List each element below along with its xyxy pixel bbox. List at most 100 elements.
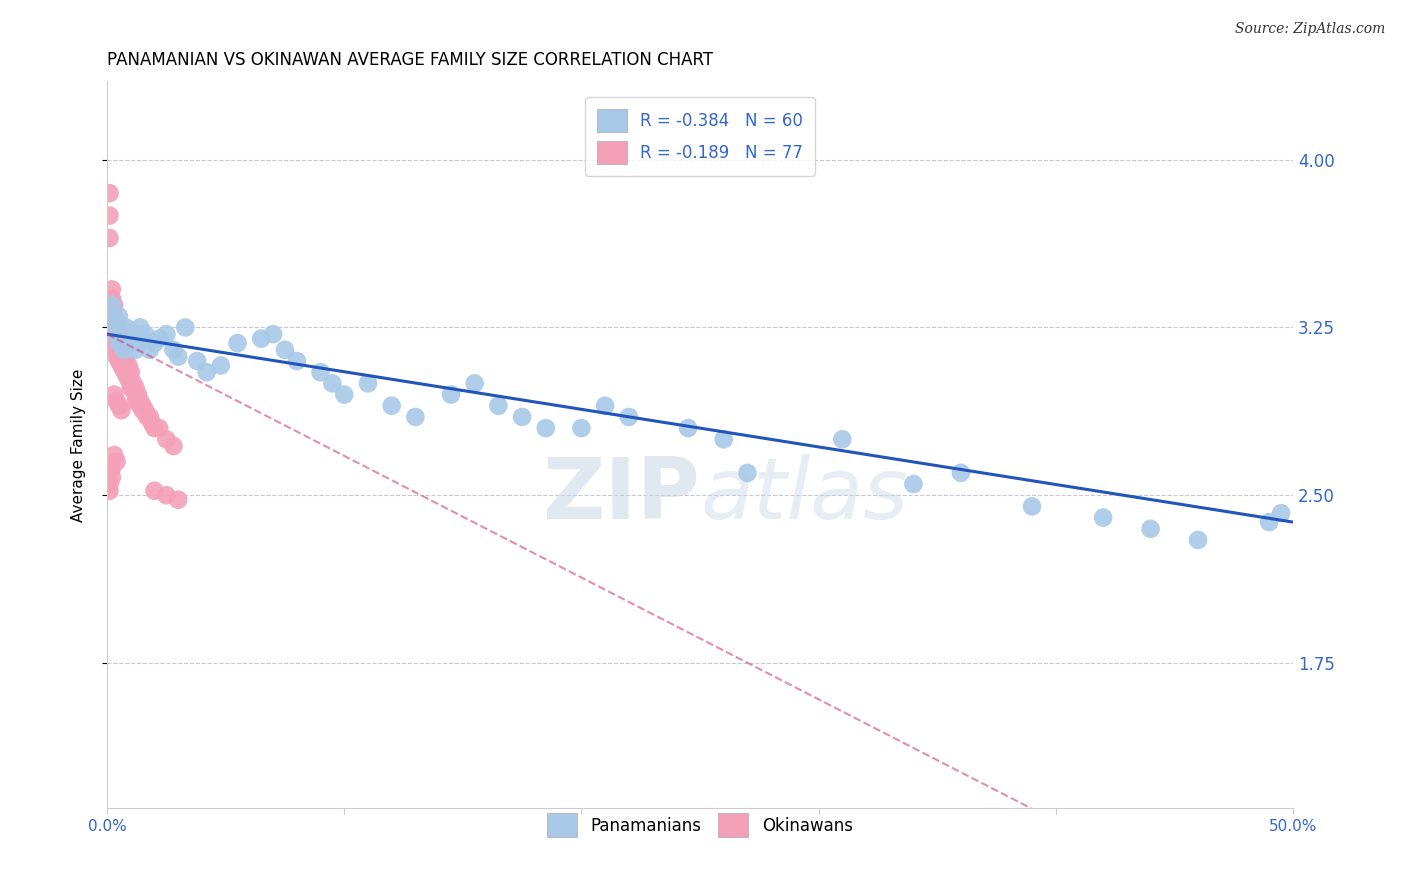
Point xyxy=(404,409,426,424)
Point xyxy=(108,350,131,364)
Point xyxy=(209,359,232,373)
Point xyxy=(110,320,132,334)
Point xyxy=(120,327,142,342)
Point xyxy=(250,332,273,346)
Point xyxy=(103,298,125,312)
Point xyxy=(108,336,131,351)
Point xyxy=(124,381,146,395)
Text: PANAMANIAN VS OKINAWAN AVERAGE FAMILY SIZE CORRELATION CHART: PANAMANIAN VS OKINAWAN AVERAGE FAMILY SI… xyxy=(107,51,713,69)
Point xyxy=(103,314,125,328)
Point xyxy=(108,332,131,346)
Point xyxy=(105,394,128,409)
Point xyxy=(155,488,177,502)
Point xyxy=(1139,522,1161,536)
Point xyxy=(98,209,121,223)
Point xyxy=(174,320,197,334)
Point xyxy=(143,336,166,351)
Point xyxy=(122,332,145,346)
Point xyxy=(167,350,190,364)
Point xyxy=(127,387,149,401)
Point xyxy=(131,403,153,417)
Point xyxy=(134,403,156,417)
Point xyxy=(98,231,121,245)
Point xyxy=(105,455,128,469)
Point xyxy=(115,354,138,368)
Point xyxy=(136,409,159,424)
Point xyxy=(98,483,121,498)
Point xyxy=(155,327,177,342)
Text: ZIP: ZIP xyxy=(543,454,700,537)
Point xyxy=(112,363,135,377)
Point xyxy=(105,327,128,342)
Point xyxy=(122,376,145,391)
Point xyxy=(117,372,139,386)
Point xyxy=(124,343,146,357)
Point xyxy=(195,365,218,379)
Point xyxy=(148,421,170,435)
Point xyxy=(141,417,163,431)
Point xyxy=(98,477,121,491)
Point xyxy=(110,350,132,364)
Point xyxy=(1092,510,1115,524)
Point xyxy=(593,399,616,413)
Point xyxy=(129,320,152,334)
Point xyxy=(333,387,356,401)
Point xyxy=(1021,500,1043,514)
Point xyxy=(112,359,135,373)
Point xyxy=(117,365,139,379)
Point xyxy=(110,403,132,417)
Point xyxy=(124,394,146,409)
Point xyxy=(105,327,128,342)
Point xyxy=(134,327,156,342)
Point xyxy=(105,314,128,328)
Point xyxy=(103,320,125,334)
Point xyxy=(143,483,166,498)
Point xyxy=(103,310,125,324)
Y-axis label: Average Family Size: Average Family Size xyxy=(72,368,86,522)
Point xyxy=(105,350,128,364)
Point xyxy=(112,343,135,357)
Point xyxy=(120,365,142,379)
Point xyxy=(112,332,135,346)
Point xyxy=(737,466,759,480)
Point xyxy=(112,345,135,359)
Point xyxy=(108,343,131,357)
Point xyxy=(127,394,149,409)
Point xyxy=(186,354,208,368)
Point xyxy=(713,432,735,446)
Point xyxy=(105,332,128,346)
Point xyxy=(117,332,139,346)
Point xyxy=(131,332,153,346)
Point xyxy=(120,381,142,395)
Text: Source: ZipAtlas.com: Source: ZipAtlas.com xyxy=(1234,22,1385,37)
Point xyxy=(274,343,297,357)
Point xyxy=(510,409,533,424)
Point xyxy=(571,421,593,435)
Point xyxy=(486,399,509,413)
Point xyxy=(124,387,146,401)
Point xyxy=(129,394,152,409)
Point xyxy=(1187,533,1209,547)
Point xyxy=(226,336,249,351)
Point xyxy=(101,470,124,484)
Point xyxy=(139,409,162,424)
Text: atlas: atlas xyxy=(700,454,908,537)
Point xyxy=(108,399,131,413)
Point xyxy=(101,282,124,296)
Point xyxy=(108,336,131,351)
Point xyxy=(129,399,152,413)
Point xyxy=(148,332,170,346)
Point xyxy=(903,477,925,491)
Point xyxy=(124,327,146,342)
Point xyxy=(115,320,138,334)
Point xyxy=(1258,515,1281,529)
Point xyxy=(120,376,142,391)
Point xyxy=(162,439,184,453)
Point xyxy=(117,359,139,373)
Point xyxy=(285,354,308,368)
Point xyxy=(112,350,135,364)
Legend: Panamanians, Okinawans: Panamanians, Okinawans xyxy=(541,807,859,844)
Point xyxy=(101,336,124,351)
Point xyxy=(103,343,125,357)
Point xyxy=(831,432,853,446)
